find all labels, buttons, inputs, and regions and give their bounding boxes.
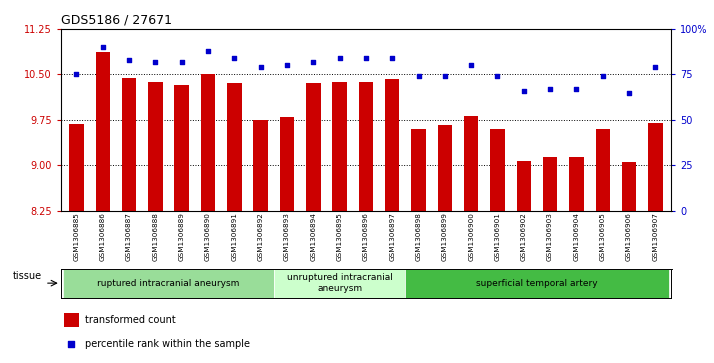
Bar (280, 117, 294, 211)
Text: GSM1306887: GSM1306887 (126, 212, 132, 261)
Point (255, 64, 266, 70)
Bar (491, 129, 505, 211)
Point (386, 55, 398, 61)
Bar (516, 161, 531, 211)
Text: GSM1306892: GSM1306892 (258, 212, 263, 261)
Text: superficial temporal artery: superficial temporal artery (476, 279, 598, 287)
Point (202, 48, 213, 54)
Bar (64, 269, 274, 298)
Bar (227, 83, 241, 211)
Text: GSM1306898: GSM1306898 (416, 212, 421, 261)
Text: tissue: tissue (13, 271, 42, 281)
Text: GSM1306889: GSM1306889 (178, 212, 185, 261)
Point (360, 55, 371, 61)
Text: GSM1306904: GSM1306904 (573, 212, 580, 261)
Bar (543, 157, 558, 211)
Text: GDS5186 / 27671: GDS5186 / 27671 (61, 13, 171, 26)
Point (71, 72, 82, 77)
Bar (333, 82, 347, 211)
Bar (464, 115, 478, 211)
Bar (438, 125, 452, 211)
Text: GSM1306888: GSM1306888 (152, 212, 159, 261)
Bar (274, 269, 406, 298)
Point (334, 55, 346, 61)
Bar (569, 157, 583, 211)
Text: GSM1306897: GSM1306897 (389, 212, 396, 261)
Bar (64, 313, 79, 327)
Text: GSM1306902: GSM1306902 (521, 212, 527, 261)
Text: GSM1306901: GSM1306901 (495, 212, 501, 261)
Point (281, 62, 293, 68)
Text: GSM1306907: GSM1306907 (653, 212, 658, 261)
Text: GSM1306890: GSM1306890 (205, 212, 211, 261)
Point (308, 59, 319, 65)
Bar (406, 269, 668, 298)
Bar (69, 124, 84, 211)
Bar (96, 52, 110, 211)
Point (544, 86, 555, 92)
Point (66, 341, 77, 347)
Point (518, 88, 530, 94)
Bar (648, 123, 663, 211)
Bar (358, 82, 373, 211)
Text: GSM1306905: GSM1306905 (600, 212, 605, 261)
Bar (122, 78, 136, 211)
Text: GSM1306893: GSM1306893 (284, 212, 290, 261)
Text: GSM1306896: GSM1306896 (363, 212, 369, 261)
Point (150, 59, 161, 65)
Point (597, 73, 608, 79)
Point (176, 59, 188, 65)
Text: unruptured intracranial
aneurysm: unruptured intracranial aneurysm (287, 273, 393, 293)
Text: GSM1306900: GSM1306900 (468, 212, 474, 261)
Bar (385, 79, 399, 211)
Text: GSM1306903: GSM1306903 (547, 212, 553, 261)
Bar (149, 82, 163, 211)
Text: GSM1306894: GSM1306894 (311, 212, 316, 261)
Text: GSM1306885: GSM1306885 (74, 212, 79, 261)
Text: GSM1306895: GSM1306895 (336, 212, 343, 261)
Bar (595, 129, 610, 211)
Point (623, 90, 635, 95)
Point (97, 44, 109, 50)
Bar (411, 129, 426, 211)
Bar (174, 85, 189, 211)
Text: GSM1306886: GSM1306886 (100, 212, 106, 261)
Point (413, 73, 424, 79)
Point (124, 57, 135, 63)
Text: transformed count: transformed count (85, 315, 176, 325)
Point (570, 86, 582, 92)
Bar (201, 74, 216, 211)
Point (228, 55, 240, 61)
Text: GSM1306891: GSM1306891 (231, 212, 237, 261)
Text: ruptured intracranial aneurysm: ruptured intracranial aneurysm (97, 279, 240, 287)
Bar (622, 162, 636, 211)
Bar (306, 83, 321, 211)
Text: percentile rank within the sample: percentile rank within the sample (85, 339, 250, 349)
Point (650, 64, 661, 70)
Point (439, 73, 451, 79)
Point (492, 73, 503, 79)
Text: GSM1306899: GSM1306899 (442, 212, 448, 261)
Text: GSM1306906: GSM1306906 (626, 212, 632, 261)
Point (466, 62, 477, 68)
Bar (253, 120, 268, 211)
